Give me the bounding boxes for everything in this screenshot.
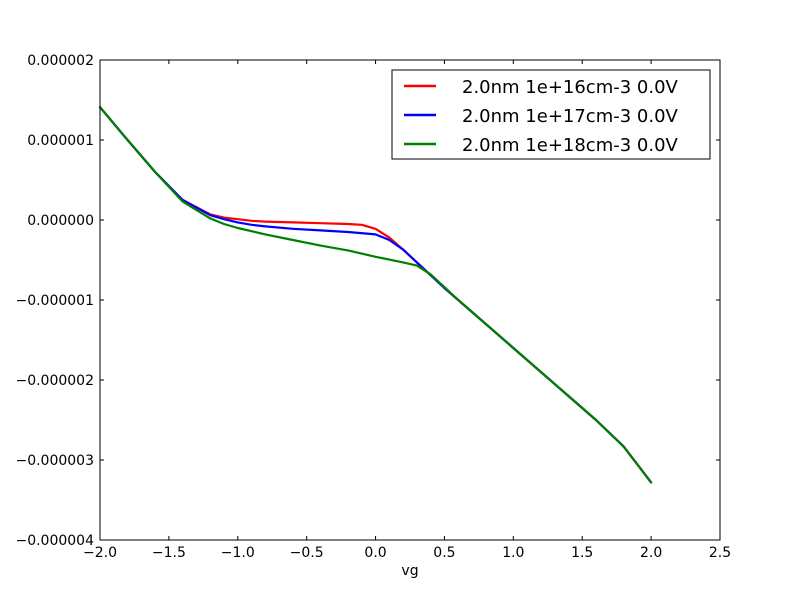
y-tick-label: −0.000003 — [15, 453, 94, 469]
y-tick-label: −0.000002 — [15, 373, 94, 389]
x-tick-label: 0.0 — [364, 545, 386, 561]
x-tick-label: −2.0 — [83, 545, 117, 561]
x-tick-label: 2.0 — [640, 545, 662, 561]
legend-label: 2.0nm 1e+17cm-3 0.0V — [462, 106, 679, 127]
legend-box — [391, 69, 711, 160]
x-tick-label: 0.5 — [433, 545, 455, 561]
series-line-2 — [98, 106, 653, 484]
x-tick-label: 1.0 — [502, 545, 524, 561]
x-tick-label: −1.0 — [221, 545, 255, 561]
y-tick-label: −0.000004 — [15, 533, 94, 549]
x-axis-label: vg — [401, 563, 418, 579]
y-tick-label: 0.000001 — [27, 133, 94, 149]
y-tick-label: −0.000001 — [15, 293, 94, 309]
legend-label: 2.0nm 1e+18cm-3 0.0V — [462, 135, 679, 156]
y-tick-label: 0.000002 — [27, 53, 94, 69]
y-tick-label: 0.000000 — [27, 213, 94, 229]
x-tick-label: 2.5 — [709, 545, 731, 561]
x-tick-label: 1.5 — [571, 545, 593, 561]
series-line-1 — [98, 106, 653, 484]
legend-label: 2.0nm 1e+16cm-3 0.0V — [462, 77, 679, 98]
legend: 2.0nm 1e+16cm-3 0.0V 2.0nm 1e+17cm-3 0.0V… — [391, 69, 711, 160]
x-tick-label: −0.5 — [290, 545, 324, 561]
x-tick-label: −1.5 — [152, 545, 186, 561]
series-line-3 — [98, 106, 653, 484]
